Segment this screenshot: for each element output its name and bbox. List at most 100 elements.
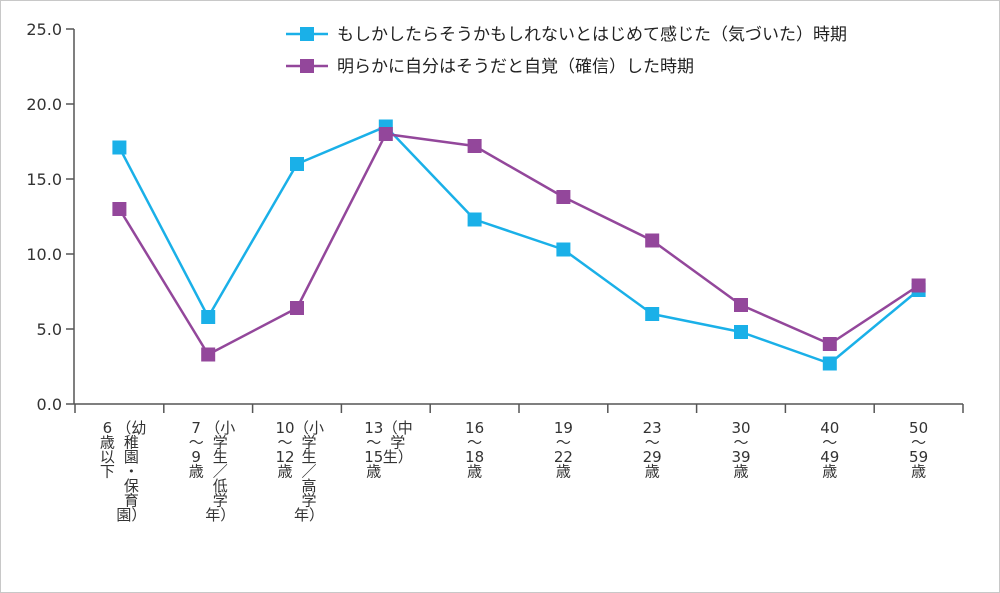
x-category-label-part: ／ [213, 463, 228, 481]
x-category-label-part: 歳 [467, 463, 482, 481]
y-tick-label: 25.0 [26, 20, 62, 39]
x-category-label-part: 22 [554, 448, 573, 466]
x-category-label-part: 歳 [189, 463, 204, 481]
x-category-label: 7〜9歳（小学生／低学年） [189, 419, 236, 524]
series-1 [112, 119, 926, 371]
x-category-label-part: 〜 [911, 434, 926, 452]
data-point [467, 139, 482, 153]
x-category-label-part: 育 [124, 492, 139, 510]
data-point [467, 212, 482, 227]
x-category-label-part: 30 [731, 419, 750, 437]
x-category-label-part: 6 [103, 419, 113, 437]
x-category-label-part: （中 [383, 419, 413, 437]
y-tick-label: 20.0 [26, 95, 62, 114]
data-point [556, 242, 571, 257]
x-category-label-part: 〜 [467, 434, 482, 452]
x-category-label-part: 〜 [733, 434, 748, 452]
x-category-label-part: 29 [643, 448, 662, 466]
x-category-label-part: （幼 [116, 419, 146, 437]
x-category-label-part: 歳 [733, 463, 748, 481]
x-category-label-part: 学 [213, 434, 228, 452]
data-point [734, 325, 748, 339]
y-tick-label: 5.0 [37, 320, 62, 339]
data-point [290, 301, 304, 315]
data-point [645, 307, 660, 321]
x-category-label-part: 10 [275, 419, 294, 437]
x-category-label-part: 生 [301, 448, 316, 466]
legend-entry: もしかしたらそうかもしれないとはじめて感じた（気づいた）時期 [286, 25, 847, 45]
x-category-label-part: ・ [124, 463, 139, 481]
data-point [112, 140, 127, 155]
x-category-label-part: 〜 [366, 434, 381, 452]
x-category-label-part: 歳 [645, 463, 660, 481]
x-category-label: 40〜49歳 [820, 419, 839, 481]
x-category-label-part: 〜 [277, 434, 292, 452]
x-category-label-part: 生） [383, 448, 413, 466]
x-category-label-part: 23 [643, 419, 662, 437]
x-category-label-part: 〜 [189, 434, 204, 452]
x-category-label-part: 歳 [366, 463, 381, 481]
data-point [822, 337, 837, 351]
x-category-label-part: 16 [465, 419, 484, 437]
x-category-label-part: 低 [213, 477, 228, 495]
x-category-label-part: 生 [213, 448, 228, 466]
x-category-label-part: 園 [124, 448, 139, 466]
x-category-label-part: 18 [465, 448, 484, 466]
x-category-label-part: 50 [909, 419, 928, 437]
x-category-label-part: ／ [301, 463, 316, 481]
series-line [118, 125, 920, 365]
data-point [645, 233, 660, 248]
x-category-label-part: 9 [191, 448, 201, 466]
y-tick-label: 0.0 [37, 395, 62, 414]
x-category-label-part: 園） [116, 506, 146, 524]
series-2 [112, 127, 926, 362]
y-axis-ticks: 0.0 5.0 10.0 15.0 20.0 25.0 [26, 20, 74, 414]
legend: もしかしたらそうかもしれないとはじめて感じた（気づいた）時期明らかに自分はそうだ… [286, 25, 847, 77]
x-category-label-part: 〜 [645, 434, 660, 452]
x-category-label-part: 稚 [124, 434, 139, 452]
x-category-label: 19〜22歳 [554, 419, 573, 481]
data-point [822, 356, 837, 371]
x-category-label-part: 年） [205, 506, 235, 524]
x-category-label-part: 歳 [822, 463, 837, 481]
x-category-label-part: （小 [205, 419, 235, 437]
x-category-label-part: 12 [275, 448, 294, 466]
x-category-label: 10〜12歳（小学生／高学年） [275, 419, 324, 524]
series-line [118, 132, 920, 356]
x-category-label-part: 19 [554, 419, 573, 437]
x-category-label-part: 7 [191, 419, 201, 437]
x-category-label-part: 高 [301, 477, 316, 495]
legend-label: 明らかに自分はそうだと自覚（確信）した時期 [337, 57, 694, 77]
x-category-label-part: 59 [909, 448, 928, 466]
x-category-label: 13〜15歳 （中学生） [364, 419, 413, 481]
x-category-label-part: 学 [390, 434, 405, 452]
series-layer [112, 119, 926, 371]
data-point [556, 190, 571, 204]
x-category-label: 23〜29歳 [643, 419, 662, 481]
x-category-label-part: 〜 [822, 434, 837, 452]
x-category-label-part: （小 [294, 419, 324, 437]
x-category-label-part: 39 [731, 448, 750, 466]
data-point [378, 127, 393, 141]
y-tick-label: 10.0 [26, 245, 62, 264]
x-category-label: 16〜18歳 [465, 419, 484, 481]
x-category-label-part: 歳 [100, 434, 115, 452]
x-category-label-part: 学 [301, 434, 316, 452]
x-category-label-part: 下 [100, 463, 115, 481]
legend-marker [300, 59, 314, 73]
data-point [201, 310, 216, 324]
x-axis-categories: 6歳以下（幼稚園・保育園）7〜9歳（小学生／低学年）10〜12歳（小学生／高学年… [74, 404, 964, 524]
x-category-label-part: 13 [364, 419, 383, 437]
x-category-label-part: 歳 [911, 463, 926, 481]
x-category-label-part: 学 [213, 492, 228, 510]
x-category-label-part: 学 [301, 492, 316, 510]
x-category-label-part: 年） [294, 506, 324, 524]
legend-label: もしかしたらそうかもしれないとはじめて感じた（気づいた）時期 [337, 25, 847, 45]
y-tick-label: 15.0 [26, 170, 62, 189]
data-point [734, 298, 748, 312]
data-point [112, 202, 127, 216]
x-category-label-part: 49 [820, 448, 839, 466]
